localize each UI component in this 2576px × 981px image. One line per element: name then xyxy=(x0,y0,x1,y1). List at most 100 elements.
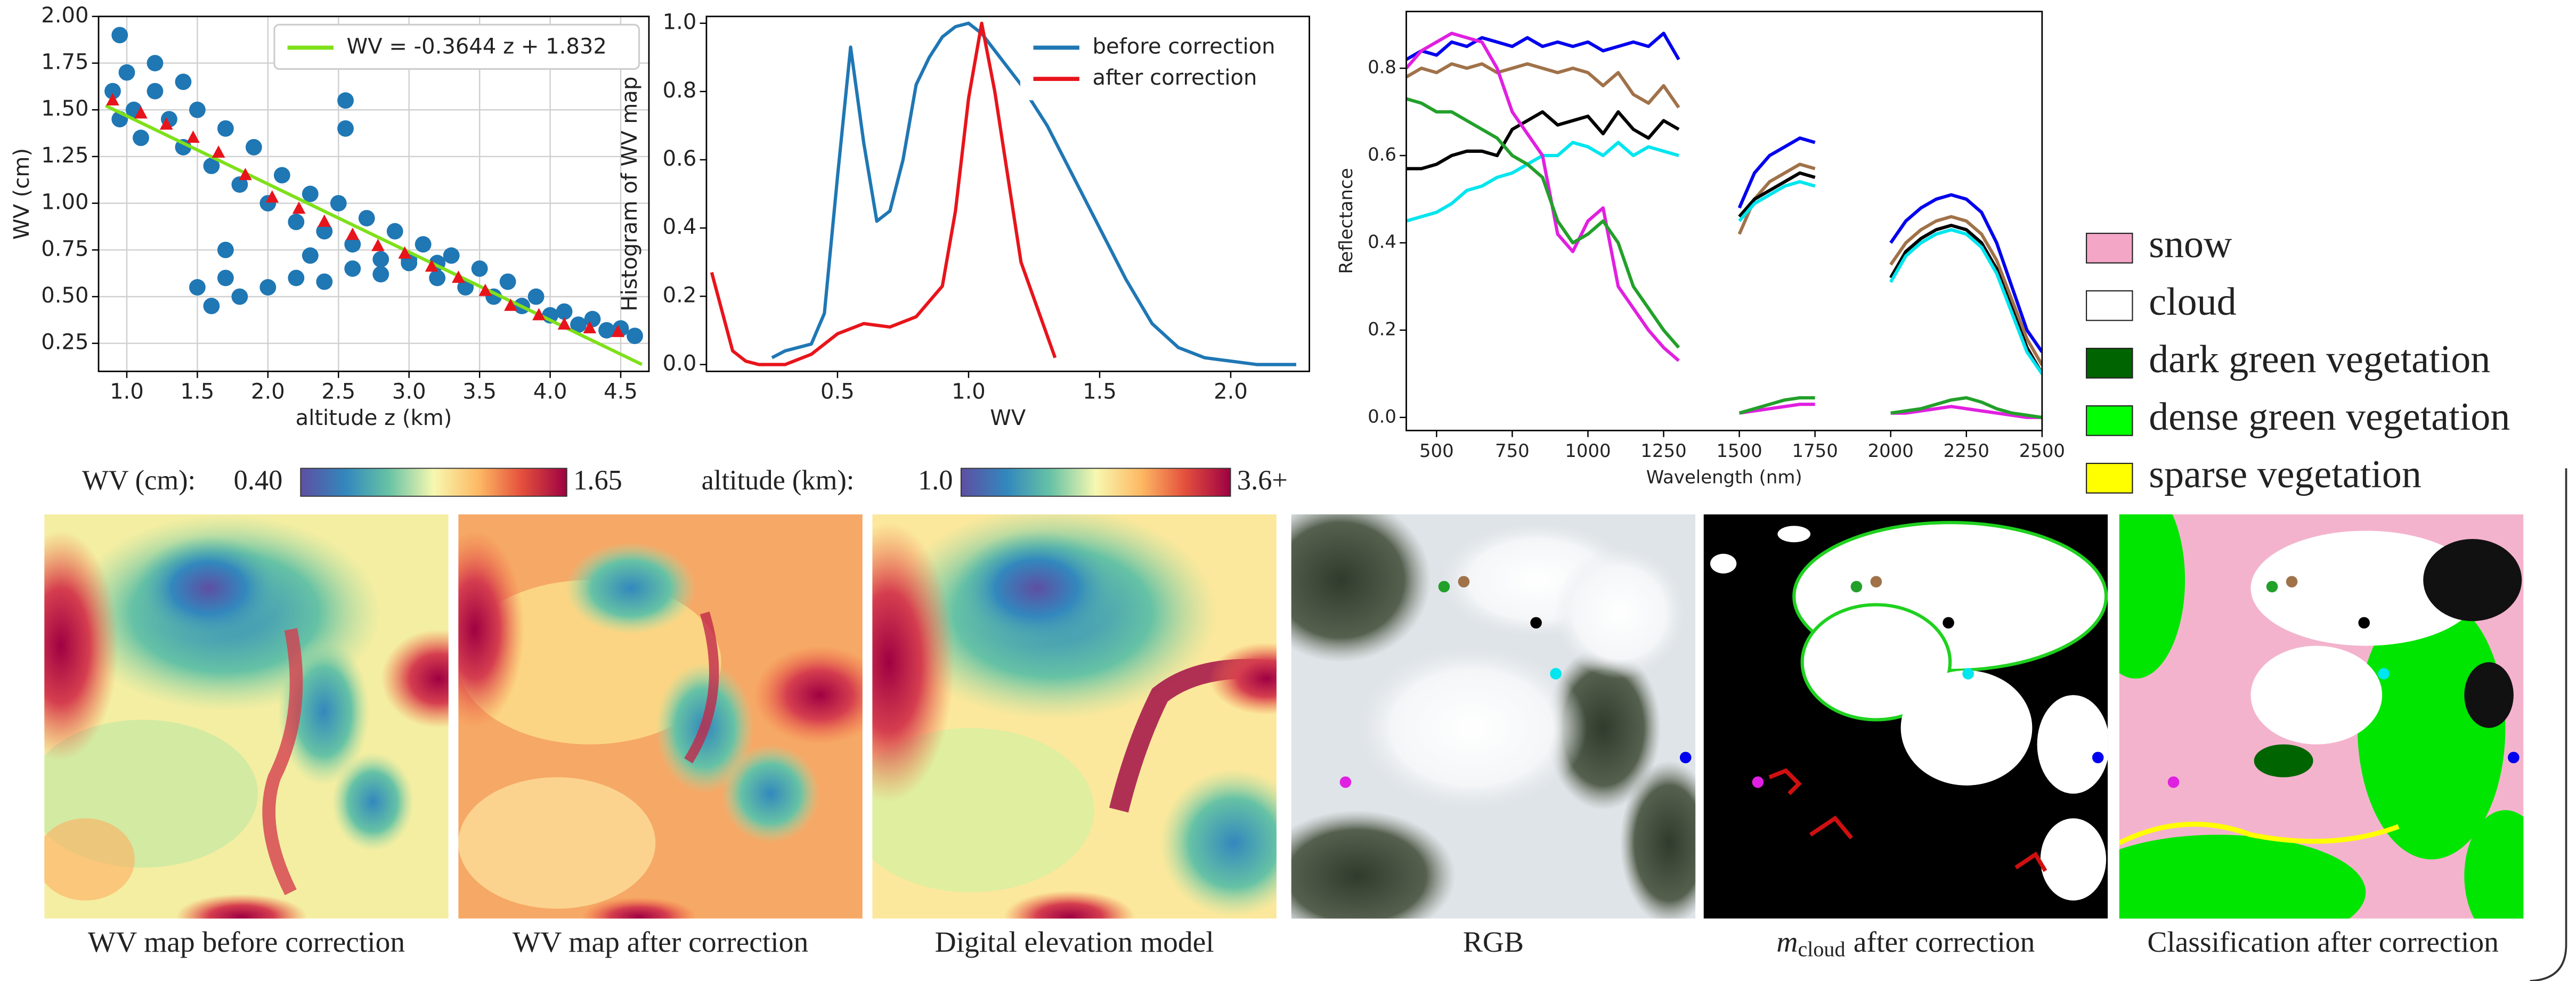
point xyxy=(217,120,234,137)
point xyxy=(570,316,587,333)
line xyxy=(1406,31,2042,353)
panel-caption: mcloud after correction xyxy=(1776,926,2035,961)
marker xyxy=(478,283,492,296)
point xyxy=(189,101,206,118)
point xyxy=(133,129,149,146)
panel-caption: Digital elevation model xyxy=(935,926,1214,959)
x-tick-label: 4.5 xyxy=(604,379,638,404)
legend-swatch xyxy=(2086,405,2133,436)
y-tick-label: 0.6 xyxy=(1368,144,1396,165)
x-tick-label: 1.0 xyxy=(952,379,986,404)
sample-points xyxy=(1339,576,1692,788)
axes-frame xyxy=(97,15,650,372)
plot xyxy=(1406,31,2042,419)
point xyxy=(556,303,573,320)
colorbar xyxy=(960,468,1231,497)
y-tick-label: 0.50 xyxy=(41,283,88,308)
axes-frame xyxy=(1405,11,2043,431)
y-tick-label: 1.50 xyxy=(41,96,88,121)
x-tick-label: 3.0 xyxy=(392,379,426,404)
point xyxy=(443,247,460,264)
point xyxy=(245,138,262,156)
y-tick-label: 1.25 xyxy=(41,143,88,168)
y-tick-label: 0.2 xyxy=(663,283,697,307)
line xyxy=(771,21,1296,366)
x-tick-label: 4.0 xyxy=(533,379,567,404)
x-tick-label: 1250 xyxy=(1640,440,1686,461)
point xyxy=(231,176,248,193)
colorbar-label: altitude (km): xyxy=(702,465,855,496)
colorbar-min: 0.40 xyxy=(234,465,283,496)
marker xyxy=(425,259,438,272)
point xyxy=(316,223,333,240)
y-tick-label: 0.0 xyxy=(1368,406,1396,427)
point xyxy=(288,214,305,231)
panel-caption: RGB xyxy=(1463,926,1524,959)
colorbar-max: 1.65 xyxy=(573,465,622,496)
marker xyxy=(239,168,252,181)
sample-points xyxy=(2167,576,2520,788)
point xyxy=(386,223,403,240)
x-tick-label: 0.5 xyxy=(820,379,855,404)
point xyxy=(330,195,347,212)
legend-label: WV = -0.3644 z + 1.832 xyxy=(347,34,607,59)
legend-label: dark green vegetation xyxy=(2149,338,2490,381)
point xyxy=(358,210,375,227)
point xyxy=(189,279,206,296)
panel-caption: Classification after correction xyxy=(2147,926,2499,959)
caption-symbol: m xyxy=(1776,926,1798,959)
y-axis-label: Reflectance xyxy=(1336,168,1356,274)
point xyxy=(302,185,319,202)
point xyxy=(337,92,354,109)
y-tick-label: 2.00 xyxy=(41,3,88,28)
point xyxy=(584,310,601,328)
point xyxy=(259,279,277,296)
y-tick-label: 0.25 xyxy=(41,330,88,355)
legend-swatch xyxy=(2086,233,2133,264)
y-tick-label: 0.0 xyxy=(663,351,697,375)
point xyxy=(499,273,516,290)
sample-points xyxy=(1752,576,2104,788)
marker xyxy=(371,239,385,251)
y-tick-label: 1.00 xyxy=(41,190,88,215)
plot xyxy=(710,21,1296,366)
point xyxy=(457,279,474,296)
x-tick-label: 2.0 xyxy=(251,379,285,404)
legend-swatch xyxy=(2086,348,2133,379)
charts: 0.25 0.50 0.75 1.00 1.25 1.50 1.75 2.00 1.0 1.5 2.… xyxy=(10,3,2065,488)
x-tick-label: 2000 xyxy=(1868,440,1914,461)
x-tick-label: 1500 xyxy=(1716,440,1762,461)
x-tick-label: 500 xyxy=(1419,440,1454,461)
point xyxy=(175,138,192,156)
x-tick-label: 1.0 xyxy=(110,379,144,404)
line xyxy=(1406,31,2042,419)
legend-box xyxy=(273,23,640,70)
point xyxy=(147,55,164,71)
y-axis-label: WV (cm) xyxy=(10,148,34,240)
frame-corner xyxy=(2530,468,2567,981)
marker xyxy=(583,321,597,333)
point xyxy=(147,83,164,100)
legend-label: sparse vegetation xyxy=(2149,453,2421,496)
plot-area xyxy=(1406,11,2042,431)
marker xyxy=(159,117,173,130)
colorbar-label: WV (cm): xyxy=(82,465,196,496)
chart: 0.0 0.2 0.4 0.6 0.8 500 750 1000 1250 1500 1750 200… xyxy=(1336,11,2065,487)
marker xyxy=(398,246,412,259)
marker xyxy=(504,298,517,311)
legend: WV = -0.3644 z + 1.832 xyxy=(273,23,640,70)
line xyxy=(710,21,1057,366)
marker xyxy=(611,324,625,337)
marker xyxy=(557,317,571,330)
marker xyxy=(318,214,331,227)
marker xyxy=(265,190,279,203)
point xyxy=(372,266,389,283)
x-tick-label: 2500 xyxy=(2019,440,2065,461)
line xyxy=(104,104,643,366)
marker xyxy=(346,227,360,240)
point xyxy=(175,73,192,91)
y-axis-label: Histogram of WV map xyxy=(617,77,642,312)
x-tick-label: 1.5 xyxy=(1083,379,1117,404)
y-tick-label: 1.0 xyxy=(663,10,697,35)
